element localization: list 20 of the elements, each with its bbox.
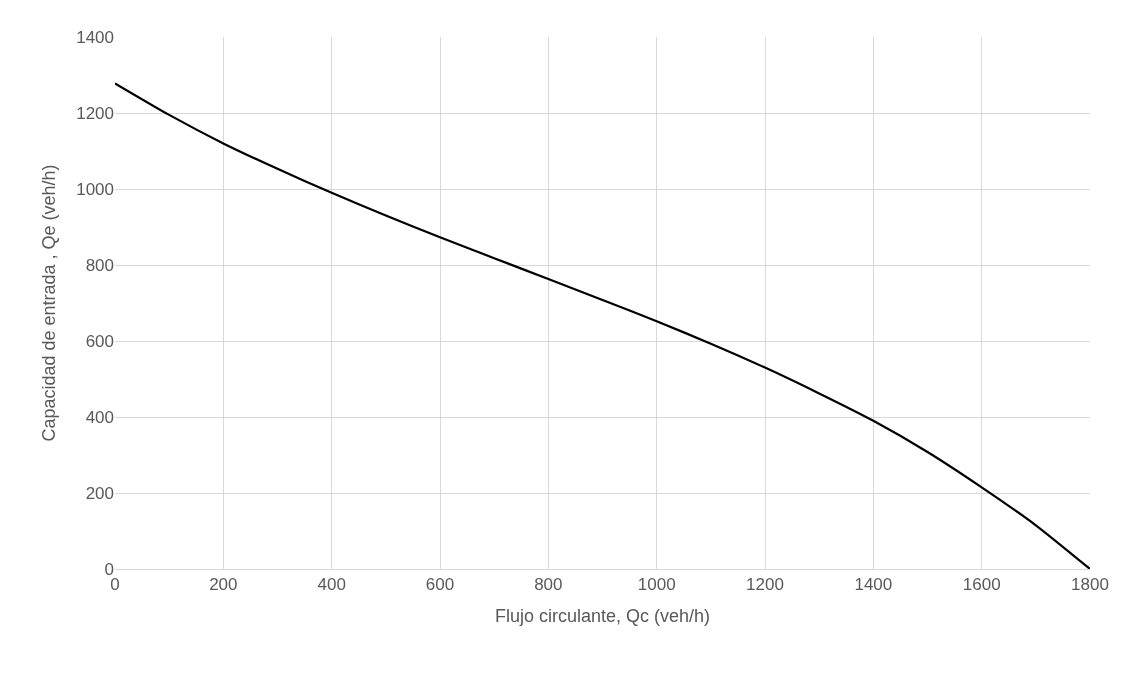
- y-tick-label: 1400: [76, 27, 114, 47]
- y-tick-label: 800: [85, 255, 114, 275]
- x-axis-title: Flujo circulante, Qc (veh/h): [494, 605, 711, 626]
- x-tick-label: 1200: [746, 575, 784, 595]
- x-tick-label: 400: [317, 575, 346, 595]
- y-tick-label: 1200: [76, 103, 114, 123]
- y-tick-label: 200: [85, 483, 114, 503]
- x-tick-label: 1000: [637, 575, 676, 595]
- x-tick-label: 1600: [962, 575, 1001, 595]
- y-axis-title: Capacidad de entrada , Qe (veh/h): [39, 164, 60, 442]
- y-tick-label: 1000: [76, 179, 114, 199]
- x-tick-label: 600: [425, 575, 455, 595]
- line-series: [115, 82, 1090, 569]
- x-tick-label: 800: [534, 575, 563, 595]
- x-tick-label: 200: [209, 575, 238, 595]
- y-tick-label: 600: [85, 331, 114, 351]
- x-tick-label: 1800: [1071, 575, 1109, 595]
- x-tick-label: 1400: [854, 575, 893, 595]
- y-tick-label: 400: [85, 407, 114, 427]
- y-tick-label: 0: [104, 559, 114, 579]
